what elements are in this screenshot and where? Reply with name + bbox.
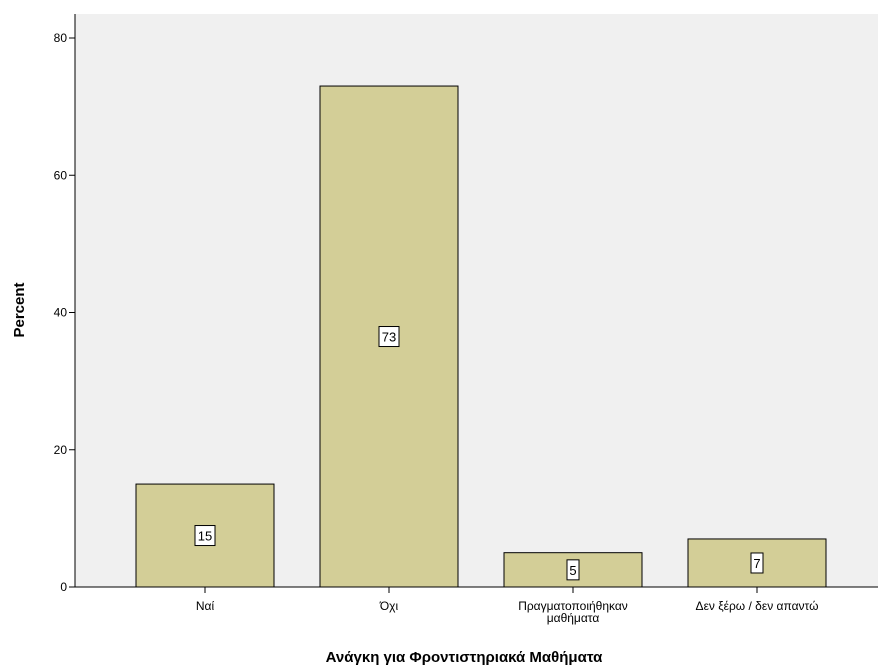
bars-group: 15 73 5 7 — [135, 85, 827, 588]
y-tick-label-0: 0 — [60, 580, 67, 594]
data-label-1: 15 — [198, 529, 212, 544]
data-label-4: 7 — [753, 556, 760, 571]
y-axis-title: Percent — [11, 282, 28, 337]
x-axis-title: Ανάγκη για Φροντιστηριακά Μαθήματα — [326, 649, 603, 666]
y-axis: 0 20 40 60 80 — [54, 14, 76, 594]
data-label-box-1 — [194, 525, 216, 547]
y-tick-label-60: 60 — [54, 168, 68, 182]
y-tick-label-80: 80 — [54, 31, 68, 45]
x-tick-label-3: Πραγματοποιήθηκαν — [518, 599, 628, 613]
x-tick-label-2: Όχι — [379, 599, 399, 613]
x-tick-label-1: Ναί — [196, 599, 215, 613]
data-label-box-2 — [378, 326, 400, 348]
y-tick-label-20: 20 — [54, 443, 68, 457]
x-tick-label-3: μαθήματα — [547, 611, 600, 625]
data-label-box-4 — [750, 552, 764, 574]
data-label-2: 73 — [382, 330, 396, 345]
x-tick-label-4: Δεν ξέρω / δεν απαντώ — [696, 599, 819, 613]
y-tick-label-40: 40 — [54, 306, 68, 320]
data-label-3: 5 — [569, 563, 576, 578]
data-label-box-3 — [566, 559, 580, 581]
